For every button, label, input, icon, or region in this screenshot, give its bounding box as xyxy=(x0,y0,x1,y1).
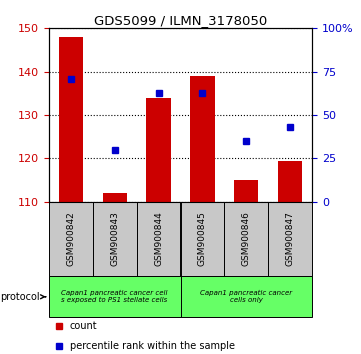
Bar xyxy=(49,276,180,318)
Bar xyxy=(180,276,312,318)
Text: GSM900843: GSM900843 xyxy=(110,211,119,267)
Title: GDS5099 / ILMN_3178050: GDS5099 / ILMN_3178050 xyxy=(94,14,267,27)
Text: protocol: protocol xyxy=(0,292,45,302)
Bar xyxy=(93,202,136,276)
Text: GSM900846: GSM900846 xyxy=(242,211,251,267)
Bar xyxy=(234,180,258,202)
Text: GSM900842: GSM900842 xyxy=(66,212,75,266)
Bar xyxy=(190,76,214,202)
Text: count: count xyxy=(70,321,97,331)
Text: GSM900844: GSM900844 xyxy=(154,212,163,266)
Bar xyxy=(147,98,171,202)
Text: Capan1 pancreatic cancer
cells only: Capan1 pancreatic cancer cells only xyxy=(200,290,292,303)
Bar xyxy=(278,161,303,202)
Bar xyxy=(268,202,312,276)
Bar xyxy=(225,202,268,276)
Bar xyxy=(136,202,180,276)
Text: GSM900847: GSM900847 xyxy=(286,211,295,267)
Text: percentile rank within the sample: percentile rank within the sample xyxy=(70,341,235,350)
Bar xyxy=(180,202,225,276)
Text: Capan1 pancreatic cancer cell
s exposed to PS1 stellate cells: Capan1 pancreatic cancer cell s exposed … xyxy=(61,290,168,303)
Bar xyxy=(49,202,93,276)
Text: GSM900845: GSM900845 xyxy=(198,211,207,267)
Bar xyxy=(103,193,127,202)
Bar xyxy=(58,37,83,202)
